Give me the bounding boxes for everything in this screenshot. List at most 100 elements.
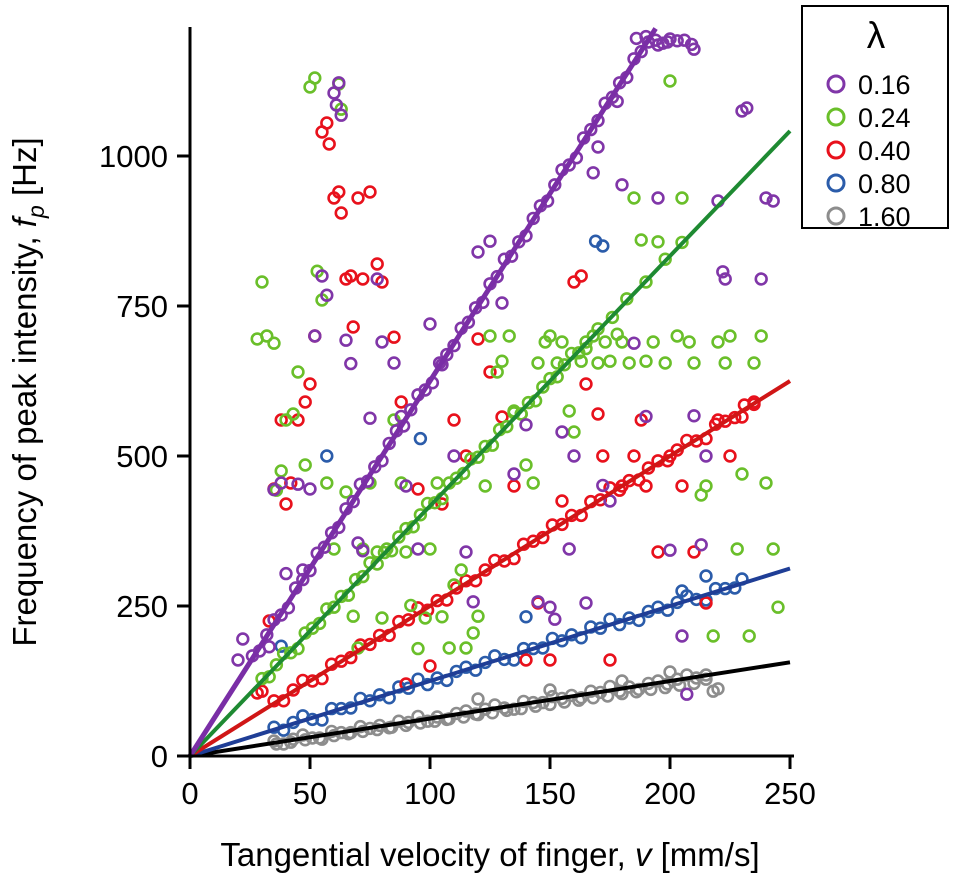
scatter-point	[615, 335, 629, 349]
scatter-point	[363, 637, 377, 652]
scatter-point	[399, 545, 413, 559]
scatter-point	[375, 611, 389, 625]
scatter-point	[579, 377, 593, 391]
scatter-point	[555, 494, 569, 508]
scatter-point	[615, 479, 629, 493]
scatter-point	[344, 356, 358, 371]
scatter-point	[663, 74, 677, 88]
scatter-point	[555, 425, 569, 439]
scatter-point	[286, 407, 300, 421]
scatter-point	[394, 395, 408, 409]
scatter-point	[363, 185, 377, 199]
scatter-point	[447, 449, 461, 463]
scatter-point	[255, 275, 269, 289]
scatter-point	[639, 354, 653, 368]
axis-labels: Tangential velocity of finger, v [mm/s] F…	[6, 137, 760, 873]
scatter-point	[291, 477, 305, 491]
scatter-point	[430, 476, 444, 490]
fit-line-0.40	[188, 379, 792, 758]
scatter-point	[660, 35, 675, 49]
scatter-point	[557, 358, 572, 372]
legend: λ 0.160.240.400.801.60	[801, 5, 949, 232]
series-0.40	[250, 116, 761, 708]
scatter-point	[483, 234, 497, 248]
scatter-point	[236, 632, 250, 646]
scatter-point	[483, 329, 497, 343]
scatter-point	[759, 476, 773, 490]
scatter-point	[495, 354, 509, 368]
scatter-point	[447, 413, 461, 427]
scatter-point	[711, 335, 725, 349]
scatter-point	[591, 356, 605, 370]
scatter-point	[471, 245, 485, 259]
scatter-point	[759, 191, 773, 205]
x-tick-label: 50	[293, 776, 327, 811]
scatter-point	[267, 482, 281, 497]
scatter-point	[548, 612, 562, 626]
y-axis-label-units: [Hz]	[6, 137, 43, 205]
axis-spines	[188, 27, 794, 758]
scatter-point	[574, 269, 588, 283]
scatter-point	[603, 354, 617, 368]
axes: 0 50 100 150 200 250 0 250 500 750 1000	[99, 27, 816, 811]
scatter-point	[579, 596, 593, 610]
scatter-point	[723, 449, 737, 463]
legend-entry-label: 0.40	[858, 136, 911, 166]
scatter-point	[663, 543, 677, 557]
scatter-point	[346, 320, 360, 334]
scatter-point	[682, 335, 696, 349]
y-tick-label: 250	[116, 589, 168, 624]
scatter-point	[442, 641, 456, 655]
scatter-point	[615, 674, 629, 688]
scatter-point	[339, 333, 353, 347]
scatter-point	[346, 609, 360, 623]
scatter-point	[521, 395, 536, 410]
x-tick-label: 0	[181, 776, 198, 811]
scatter-point	[291, 365, 305, 379]
legend-entry: 0.24	[826, 103, 911, 133]
scatter-point	[411, 542, 425, 556]
scatter-point	[555, 335, 569, 349]
scatter-point	[423, 542, 437, 556]
scatter-point	[332, 185, 346, 199]
scatter-point	[718, 272, 732, 286]
fit-line-0.16	[187, 27, 658, 758]
scatter-point	[346, 494, 360, 509]
scatter-point	[627, 449, 641, 463]
legend-entry-label: 0.24	[858, 103, 911, 133]
scatter-point	[387, 330, 401, 344]
scatter-point	[370, 257, 384, 271]
scatter-point	[466, 595, 480, 609]
scatter-point	[699, 449, 713, 463]
x-axis-label: Tangential velocity of finger, v [mm/s]	[220, 836, 759, 873]
legend-marker-icon	[826, 140, 846, 160]
scatter-point	[699, 569, 713, 583]
scatter-point	[603, 653, 617, 667]
scatter-point	[670, 329, 684, 343]
scatter-point	[255, 671, 269, 686]
scatter-point	[680, 687, 694, 701]
scatter-point	[766, 194, 780, 208]
series-0.24	[250, 71, 785, 686]
scatter-point	[507, 467, 521, 481]
scatter-point	[706, 629, 720, 643]
scatter-point	[651, 545, 665, 559]
scatter-point	[459, 545, 473, 559]
scatter-point	[483, 365, 497, 379]
x-tick-label: 200	[644, 776, 696, 811]
scatter-point	[675, 235, 689, 250]
scatter-point	[567, 275, 581, 289]
scatter-point	[334, 589, 348, 604]
scatter-point	[298, 395, 312, 409]
scatter-point	[413, 716, 428, 730]
scatter-point	[274, 464, 288, 478]
scatter-point	[315, 269, 329, 283]
scatter-point	[332, 76, 346, 90]
scatter-point	[651, 235, 665, 249]
scatter-point	[675, 584, 689, 598]
scatter-point	[740, 101, 754, 115]
scatter-point	[471, 450, 485, 464]
scatter-point	[255, 684, 269, 698]
y-axis-label-text: Frequency of peak intensity,	[6, 227, 43, 646]
